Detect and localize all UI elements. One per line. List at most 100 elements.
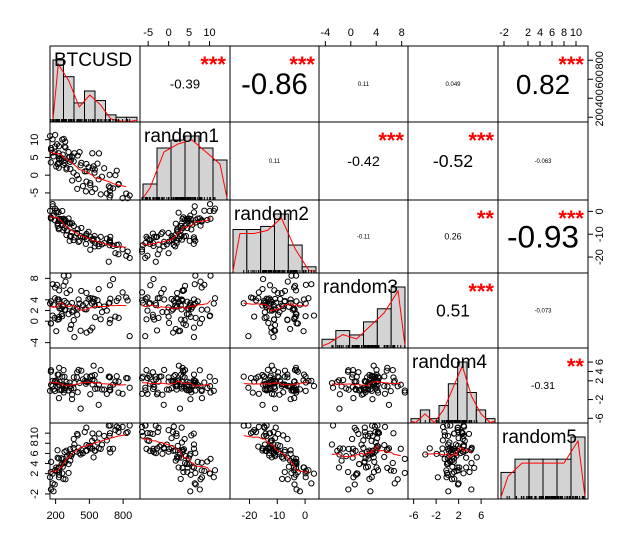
scatter-point-random2-random3 — [259, 285, 266, 293]
smooth-line-random2-random3 — [243, 302, 309, 312]
scatter-point-BTCUSD-random1 — [83, 178, 90, 185]
scatter-point-BTCUSD-random3 — [75, 296, 82, 303]
scatter-point-BTCUSD-random4 — [68, 396, 76, 403]
scatter-point-random1-random4 — [207, 389, 214, 396]
scatter-point-random3-random4 — [358, 391, 365, 398]
significance-stars-r0-c2: *** — [289, 52, 315, 77]
scatter-point-BTCUSD-random5 — [89, 445, 96, 452]
scatter-point-random4-random5 — [473, 454, 480, 461]
scatter-point-random1-random2 — [197, 222, 204, 229]
scatter-point-BTCUSD-random1 — [91, 166, 98, 173]
scatter-point-BTCUSD-random1 — [101, 165, 108, 172]
scatter-point-random2-random3 — [289, 306, 296, 313]
scatter-point-BTCUSD-random5 — [123, 429, 130, 437]
scatter-point-random1-random3 — [192, 272, 199, 279]
scatter-point-random3-random4 — [368, 387, 375, 394]
scatter-point-random2-random3 — [302, 281, 310, 288]
scatter-point-BTCUSD-random4 — [74, 389, 81, 396]
scatter-point-random1-random4 — [155, 378, 162, 385]
scatter-point-random1-random5 — [211, 467, 219, 474]
scatter-point-random1-random2 — [172, 220, 179, 227]
scatter-point-random1-random3 — [185, 311, 192, 318]
scatter-point-random3-random5 — [358, 450, 365, 457]
top-tick-label-random5: 2 — [525, 27, 531, 39]
scatter-point-BTCUSD-random3 — [123, 294, 130, 301]
scatter-point-BTCUSD-random3 — [107, 295, 114, 302]
scatter-point-BTCUSD-random1 — [71, 150, 78, 157]
scatter-point-random2-random5 — [262, 447, 269, 455]
scatter-point-random1-random3 — [207, 272, 214, 279]
scatter-point-BTCUSD-random3 — [106, 319, 113, 327]
scatter-point-random1-random5 — [180, 446, 188, 453]
scatter-point-random3-random4 — [385, 401, 393, 408]
scatter-point-BTCUSD-random5 — [47, 486, 55, 493]
scatter-point-random1-random5 — [142, 422, 149, 429]
scatter-point-random3-random5 — [348, 435, 356, 443]
scatter-point-random4-random5 — [460, 470, 467, 477]
scatter-point-random3-random4 — [389, 366, 396, 374]
scatter-point-BTCUSD-random5 — [59, 470, 66, 477]
scatter-point-random2-random4 — [276, 391, 283, 398]
scatter-point-random3-random5 — [364, 463, 372, 470]
left-tick-label-random3: 0 — [29, 318, 41, 324]
scatter-point-random2-random4 — [284, 383, 291, 390]
scatter-point-random1-random3 — [190, 296, 198, 303]
scatter-point-BTCUSD-random5 — [107, 422, 114, 429]
scatter-point-random1-random5 — [201, 467, 208, 475]
scatter-point-random2-random5 — [247, 429, 255, 437]
panels-layer: BTCUSD random1 random2 random3 random4 random… — [46, 45, 589, 500]
variable-label-BTCUSD: BTCUSD — [54, 50, 132, 71]
scatter-point-BTCUSD-random4 — [87, 391, 94, 398]
scatter-point-random3-random5 — [390, 467, 398, 475]
top-tick-label-random5: 6 — [549, 27, 555, 39]
scatter-point-random1-random4 — [161, 366, 168, 373]
scatter-point-random3-random4 — [336, 405, 343, 412]
left-tick-label-random1: 5 — [29, 154, 41, 160]
scatter-point-random2-random3 — [285, 303, 292, 310]
scatter-point-random2-random5 — [255, 423, 262, 430]
scatter-point-BTCUSD-random5 — [60, 475, 67, 483]
right-tick-label-BTCUSD: 800 — [594, 51, 606, 69]
scatter-point-random1-random5 — [168, 435, 175, 442]
scatter-point-BTCUSD-random1 — [55, 143, 63, 150]
density-curve-random1 — [142, 139, 228, 199]
scatter-point-random1-random3 — [158, 289, 165, 297]
scatter-point-BTCUSD-random2 — [105, 258, 112, 265]
scatter-point-BTCUSD-random1 — [97, 191, 104, 198]
scatter-point-random1-random5 — [169, 428, 177, 436]
scatter-point-random4-random5 — [426, 445, 433, 452]
scatter-point-random4-random5 — [444, 422, 451, 429]
scatter-point-BTCUSD-random3 — [83, 289, 90, 297]
scatter-point-random1-random4 — [180, 368, 187, 375]
scatter-point-random2-random4 — [271, 405, 279, 412]
scatter-point-BTCUSD-random3 — [68, 322, 75, 329]
scatter-point-random2-random3 — [293, 298, 300, 305]
scatter-point-BTCUSD-random5 — [119, 423, 126, 430]
scatter-point-random1-random2 — [190, 234, 198, 241]
scatter-point-BTCUSD-random1 — [106, 194, 113, 201]
scatter-point-random1-random2 — [190, 236, 198, 243]
scatter-point-random1-random3 — [204, 306, 211, 313]
correlation-value-r2-c5: -0.93 — [507, 219, 579, 255]
scatter-point-random1-random2 — [180, 214, 187, 221]
scatter-point-BTCUSD-random2 — [95, 243, 102, 250]
scatter-point-random2-random5 — [279, 475, 286, 483]
scatter-point-BTCUSD-random4 — [119, 390, 126, 397]
scatter-point-random1-random3 — [210, 300, 217, 307]
scatter-point-random2-random3 — [290, 284, 298, 291]
scatter-point-random1-random4 — [172, 371, 179, 379]
scatter-point-random3-random4 — [361, 378, 368, 385]
scatter-point-random1-random3 — [146, 300, 153, 307]
scatter-point-BTCUSD-random4 — [69, 391, 76, 398]
left-tick-label-random5: 2 — [29, 471, 41, 477]
scatter-point-random3-random5 — [394, 476, 401, 483]
correlation-value-r0-c1: -0.39 — [170, 77, 200, 92]
scatter-point-BTCUSD-random5 — [107, 449, 114, 456]
correlation-value-r3-c5: -0.073 — [534, 309, 552, 315]
density-curve-random2 — [232, 217, 317, 272]
smooth-line-random1-random3 — [141, 300, 211, 311]
scatter-point-random1-random4 — [181, 374, 188, 381]
scatter-point-random3-random4 — [351, 378, 358, 385]
scatter-point-random1-random3 — [149, 311, 156, 318]
scatter-point-random3-random5 — [401, 455, 408, 462]
